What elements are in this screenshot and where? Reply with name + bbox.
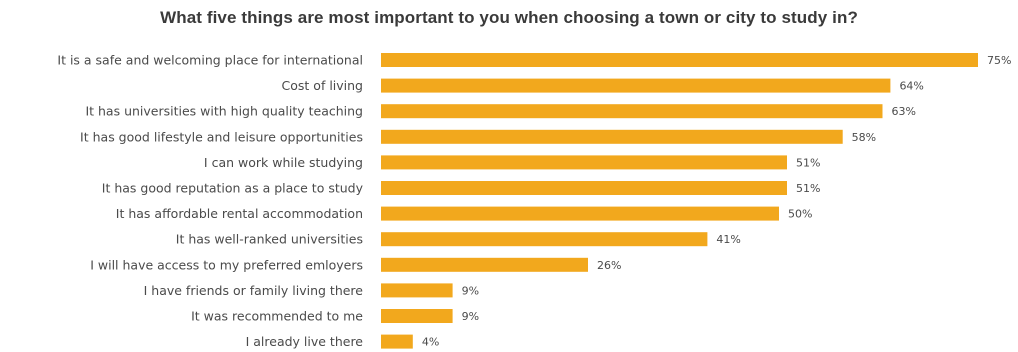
value-label: 63% bbox=[891, 105, 915, 118]
bar bbox=[381, 206, 779, 221]
value-label: 51% bbox=[796, 182, 820, 195]
bar-row: Cost of living 64% bbox=[282, 78, 924, 93]
category-label: It has good lifestyle and leisure opport… bbox=[80, 129, 363, 144]
value-label: 4% bbox=[422, 336, 439, 349]
category-label: I can work while studying bbox=[204, 155, 363, 170]
bar bbox=[381, 309, 453, 323]
bar bbox=[381, 78, 891, 93]
bar-row: It has affordable rental accommodation 50… bbox=[116, 206, 813, 221]
bar-row: I can work while studying 51% bbox=[204, 155, 820, 170]
category-label: It has good reputation as a place to stu… bbox=[102, 181, 364, 196]
value-label: 9% bbox=[462, 310, 479, 323]
bar bbox=[381, 181, 787, 195]
bar bbox=[381, 53, 978, 67]
value-label: 51% bbox=[796, 156, 820, 169]
category-label: It has affordable rental accommodation bbox=[116, 206, 363, 221]
category-label: It is a safe and welcoming place for int… bbox=[57, 53, 363, 68]
value-label: 9% bbox=[462, 284, 479, 297]
bar-row: It has well-ranked universities 41% bbox=[176, 232, 741, 247]
value-label: 64% bbox=[899, 80, 923, 93]
bar bbox=[381, 283, 453, 298]
value-label: 50% bbox=[788, 208, 812, 221]
chart-title: What five things are most important to y… bbox=[160, 8, 858, 27]
category-label: It has well-ranked universities bbox=[176, 232, 363, 247]
bar-row: I already live there 4% bbox=[246, 334, 440, 349]
category-label: I have friends or family living there bbox=[144, 283, 364, 298]
category-label: It was recommended to me bbox=[191, 309, 363, 324]
bar-row: It has good lifestyle and leisure opport… bbox=[80, 129, 876, 144]
value-label: 26% bbox=[597, 259, 621, 272]
value-label: 41% bbox=[716, 233, 740, 246]
bar bbox=[381, 232, 708, 247]
bar-row: It is a safe and welcoming place for int… bbox=[57, 53, 1011, 68]
category-label: It has universities with high quality te… bbox=[85, 104, 363, 119]
bar bbox=[381, 155, 787, 170]
category-label: I already live there bbox=[246, 334, 364, 349]
category-label: I will have access to my preferred emloy… bbox=[90, 257, 363, 272]
bar-row: It has good reputation as a place to stu… bbox=[102, 181, 821, 196]
bar bbox=[381, 129, 843, 144]
category-label: Cost of living bbox=[282, 78, 363, 93]
bar-row: I have friends or family living there 9% bbox=[144, 283, 479, 298]
bar bbox=[381, 334, 413, 349]
bar-row: I will have access to my preferred emloy… bbox=[90, 257, 621, 272]
value-label: 75% bbox=[987, 54, 1011, 67]
bar-row: It was recommended to me 9% bbox=[191, 309, 479, 324]
value-label: 58% bbox=[852, 131, 876, 144]
bar bbox=[381, 257, 588, 272]
bar-row: It has universities with high quality te… bbox=[85, 104, 915, 119]
bar bbox=[381, 104, 883, 119]
